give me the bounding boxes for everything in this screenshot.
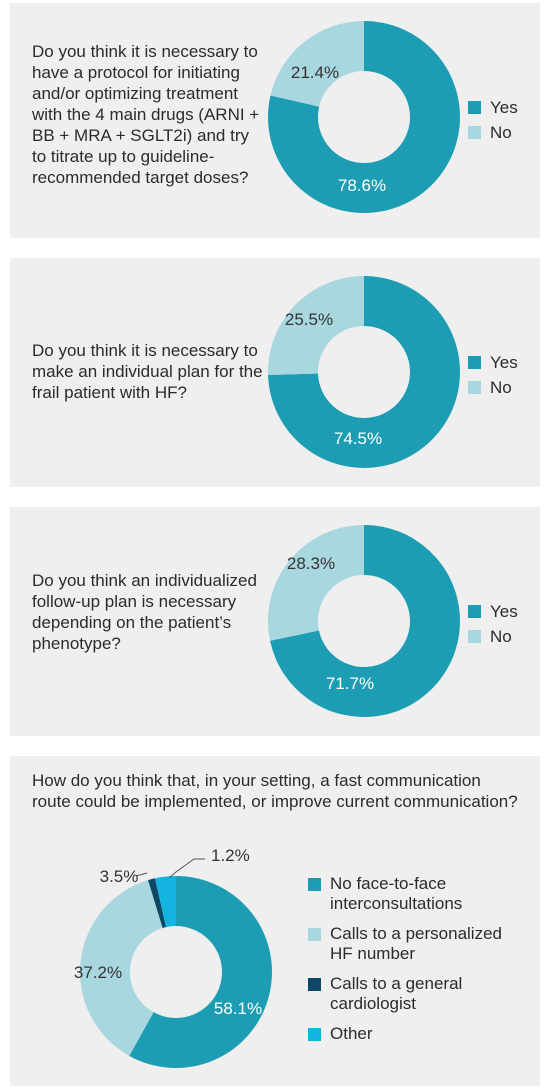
legend-swatch-yes	[468, 605, 481, 618]
data-label-2: 21.4%	[291, 63, 339, 82]
data-label-1: 71.7%	[326, 674, 374, 693]
legend-label: Yes	[490, 98, 518, 117]
question-text: Do you think it is necessary to make an …	[32, 341, 263, 402]
legend-label: Calls to a personalized HF number	[330, 924, 502, 963]
legend-item-yes: Yes	[468, 601, 518, 622]
legend-label: No	[490, 123, 512, 142]
legend: No face-to-face interconsultations Calls…	[308, 874, 528, 1054]
pie-slice-2	[268, 525, 364, 641]
legend-label: Other	[330, 1024, 373, 1043]
data-label-1: 74.5%	[334, 429, 382, 448]
leader-line-2	[135, 872, 148, 877]
legend-swatch-no	[468, 381, 481, 394]
question-text: Do you think an individualized follow-up…	[32, 571, 257, 653]
legend: Yes No	[468, 97, 518, 147]
legend-item-no: No	[468, 122, 518, 143]
pie-slice-1	[268, 276, 460, 468]
pie-slice-3	[148, 878, 166, 928]
legend-label: Yes	[490, 353, 518, 372]
donut-chart-protocol: 78.6% 21.4%	[268, 21, 460, 214]
legend-item-no: No	[468, 377, 518, 398]
legend-swatch-yes	[468, 356, 481, 369]
data-label-2: 28.3%	[287, 554, 335, 573]
legend-swatch	[308, 928, 321, 941]
pie-slice-1	[268, 21, 460, 214]
legend-swatch-yes	[468, 101, 481, 114]
data-label-3: 1.2%	[211, 846, 250, 865]
legend-swatch	[308, 978, 321, 991]
legend-label: No	[490, 627, 512, 646]
legend-item-no-face-to-face: No face-to-face interconsultations	[308, 874, 528, 914]
legend-swatch	[308, 878, 321, 891]
legend-label: No face-to-face interconsultations	[330, 874, 463, 913]
panel-follow-up: Do you think an individualized follow-up…	[10, 507, 540, 736]
question-text: Do you think it is necessary to have a p…	[32, 42, 260, 187]
donut-chart-frail-patient: 74.5% 25.5%	[268, 276, 460, 468]
legend-item-yes: Yes	[468, 352, 518, 373]
legend-label: Yes	[490, 602, 518, 621]
legend-item-no: No	[468, 626, 518, 647]
legend-swatch-no	[468, 126, 481, 139]
legend: Yes No	[468, 601, 518, 651]
question-text: How do you think that, in your setting, …	[32, 771, 518, 811]
panel-protocol: Do you think it is necessary to have a p…	[10, 3, 540, 238]
data-label-2: 25.5%	[285, 310, 333, 329]
donut-chart-communication: 58.1% 37.2% 1.2% 3.5%	[74, 846, 272, 1068]
leader-line-1	[168, 858, 205, 879]
data-label-4: 3.5%	[100, 867, 139, 886]
legend-swatch-no	[468, 630, 481, 643]
legend-item-personalized-number: Calls to a personalized HF number	[308, 924, 528, 964]
donut-chart-follow-up: 71.7% 28.3%	[268, 525, 461, 717]
legend-label: No	[490, 378, 512, 397]
legend: Yes No	[468, 352, 518, 402]
legend-swatch	[308, 1028, 321, 1041]
pie-slice-1	[129, 876, 272, 1068]
legend-label: Calls to a general cardiologist	[330, 974, 463, 1013]
panel-frail-patient: Do you think it is necessary to make an …	[10, 258, 540, 487]
data-label-1: 58.1%	[214, 999, 262, 1018]
data-label-1: 78.6%	[338, 176, 386, 195]
pie-slice-4	[155, 876, 176, 928]
pie-slice-2	[80, 880, 163, 1056]
pie-slice-1	[270, 525, 461, 717]
legend-item-general-cardiologist: Calls to a general cardiologist	[308, 974, 528, 1014]
panel-communication: How do you think that, in your setting, …	[10, 756, 540, 1086]
data-label-2: 37.2%	[74, 963, 122, 982]
legend-item-yes: Yes	[468, 97, 518, 118]
pie-slice-2	[268, 276, 364, 376]
legend-item-other: Other	[308, 1024, 528, 1044]
pie-slice-2	[270, 21, 364, 107]
